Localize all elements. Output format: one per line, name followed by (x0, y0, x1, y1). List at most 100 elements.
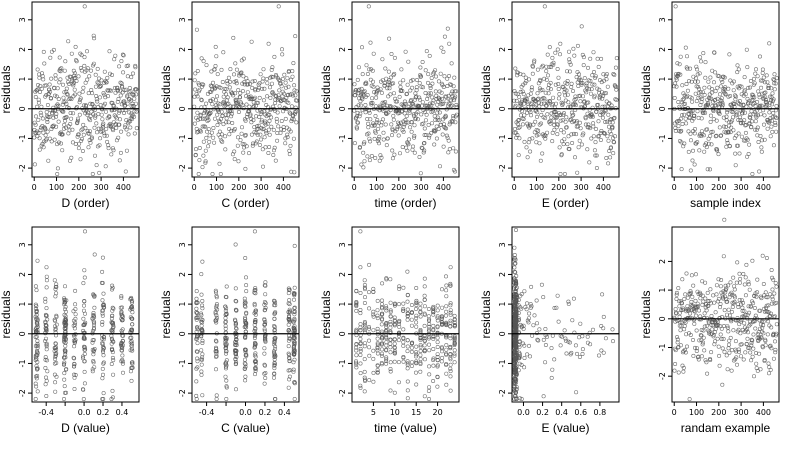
data-point (680, 97, 685, 102)
data-point (718, 332, 723, 337)
data-point (570, 113, 575, 118)
data-point (433, 68, 438, 73)
data-point (54, 94, 59, 99)
data-point (448, 357, 453, 362)
data-point (706, 136, 711, 141)
data-point (564, 125, 569, 130)
data-point (565, 92, 570, 97)
data-point (200, 393, 205, 398)
data-point (741, 271, 746, 276)
data-point (376, 137, 381, 142)
data-point (513, 228, 518, 233)
data-point (441, 49, 446, 54)
data-point (41, 49, 46, 54)
data-point (681, 365, 686, 370)
data-point (195, 315, 200, 320)
data-point (451, 116, 456, 121)
data-point (200, 82, 205, 87)
data-point (389, 104, 394, 109)
data-point (379, 362, 384, 367)
data-point (720, 346, 725, 351)
data-point (53, 76, 58, 81)
data-point (563, 119, 568, 124)
data-point (612, 115, 617, 120)
data-point (201, 82, 206, 87)
data-point (592, 82, 597, 87)
x-tick-label: 5 (371, 408, 376, 417)
data-point (561, 142, 566, 147)
data-point (272, 316, 277, 321)
data-point (199, 311, 204, 316)
data-point (703, 358, 708, 363)
data-point (77, 112, 82, 117)
data-point (428, 86, 433, 91)
data-point (747, 85, 752, 90)
data-point (526, 343, 531, 348)
data-point (224, 344, 229, 349)
data-point (131, 93, 136, 98)
data-point (739, 121, 744, 126)
data-point (204, 135, 209, 140)
data-point (422, 311, 427, 316)
data-point (362, 389, 367, 394)
data-point (234, 79, 239, 84)
data-point (727, 295, 732, 300)
y-tick-label: 2 (338, 272, 347, 277)
data-point (287, 356, 292, 361)
data-point (530, 333, 535, 338)
data-point (292, 111, 297, 116)
data-point (692, 162, 697, 167)
data-point (520, 341, 525, 346)
data-point (517, 94, 522, 99)
data-point (514, 322, 519, 327)
x-axis-title: D (order) (61, 196, 109, 210)
data-point (720, 80, 725, 85)
data-point (77, 141, 82, 146)
data-point (450, 114, 455, 119)
data-point (271, 323, 276, 328)
y-tick-label: -1 (658, 134, 667, 142)
y-tick-label: -1 (498, 359, 507, 367)
data-point (260, 164, 265, 169)
data-point (675, 337, 680, 342)
data-point (64, 86, 69, 91)
data-point (259, 110, 264, 115)
data-point (264, 77, 269, 82)
data-point (375, 308, 380, 313)
data-point (713, 103, 718, 108)
data-point (409, 349, 414, 354)
data-point (420, 100, 425, 105)
data-point (522, 289, 527, 294)
data-point (418, 65, 423, 70)
data-point (695, 355, 700, 360)
data-point (749, 337, 754, 342)
x-tick-label: 0.0 (517, 408, 530, 417)
data-point (44, 347, 49, 352)
data-point (270, 65, 275, 70)
data-point (243, 255, 248, 260)
data-point (677, 304, 682, 309)
data-point (678, 116, 683, 121)
data-point (751, 374, 756, 379)
data-point (223, 316, 228, 321)
data-point (292, 83, 297, 88)
data-point (512, 269, 517, 274)
data-point (384, 355, 389, 360)
data-point (736, 131, 741, 136)
data-point (358, 385, 363, 390)
data-point (700, 342, 705, 347)
data-point (452, 335, 457, 340)
data-point (674, 296, 679, 301)
data-point (414, 324, 419, 329)
data-point (418, 343, 423, 348)
data-point (677, 310, 682, 315)
y-tick-label: 0 (498, 106, 507, 111)
data-point (731, 328, 736, 333)
data-point (234, 81, 239, 86)
data-point (116, 97, 121, 102)
data-point (751, 301, 756, 306)
data-point (545, 130, 550, 135)
data-point (702, 315, 707, 320)
data-point (73, 339, 78, 344)
data-point (452, 313, 457, 318)
